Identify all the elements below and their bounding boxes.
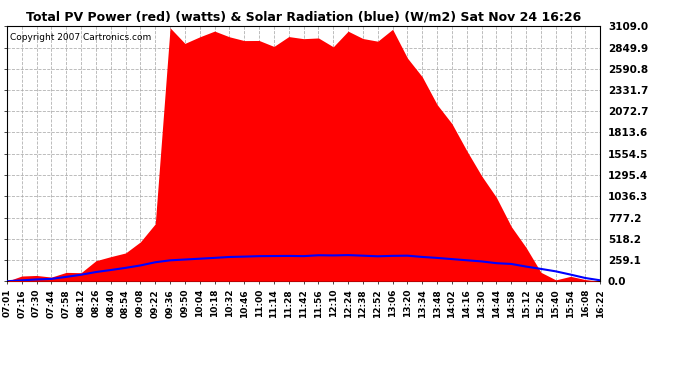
Title: Total PV Power (red) (watts) & Solar Radiation (blue) (W/m2) Sat Nov 24 16:26: Total PV Power (red) (watts) & Solar Rad… bbox=[26, 11, 581, 24]
Text: Copyright 2007 Cartronics.com: Copyright 2007 Cartronics.com bbox=[10, 33, 151, 42]
